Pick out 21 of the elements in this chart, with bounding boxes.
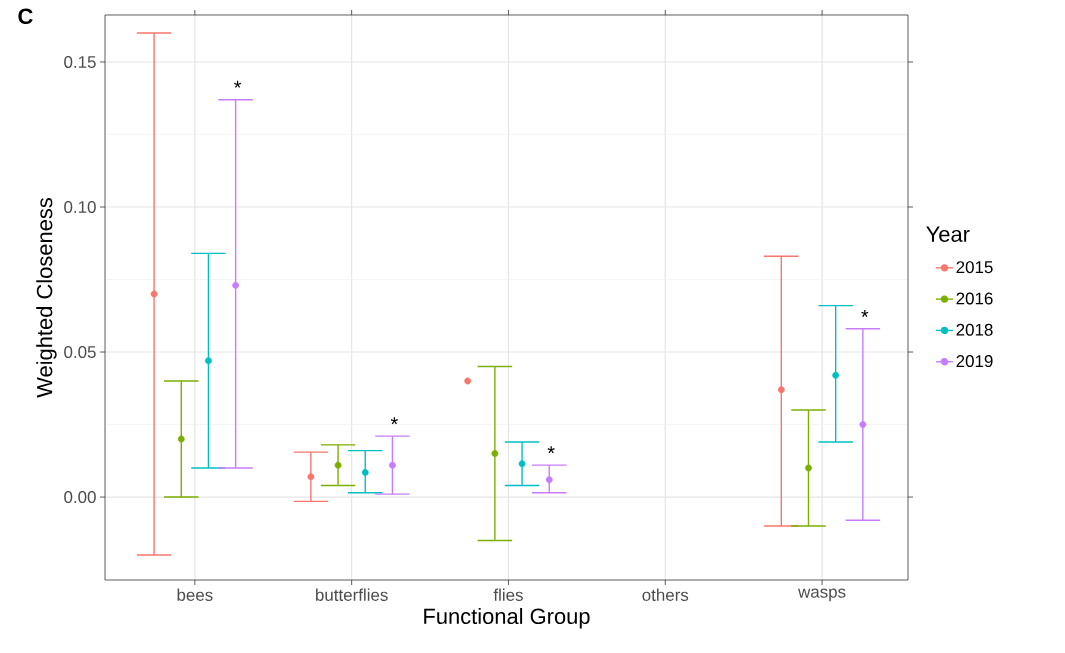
annotation: * [547, 446, 555, 454]
y-tick-label: 0.15 [64, 55, 96, 68]
y-tick-label: 0.05 [64, 346, 96, 359]
x-tick-label: bees [177, 588, 213, 601]
chart-title: C [18, 8, 33, 25]
legend-label: 2019 [956, 355, 993, 368]
x-tick-label: wasps [798, 588, 846, 602]
x-tick-label: butterflies [316, 588, 388, 601]
y-tick-label: 0.00 [64, 491, 96, 504]
annotation: * [861, 309, 869, 317]
x-axis-title: Functional Group [424, 607, 590, 629]
y-axis-title: Weighted Closeness [36, 198, 57, 398]
annotation: * [390, 417, 398, 425]
annotation: * [234, 80, 242, 88]
x-tick-label: others [642, 588, 689, 601]
y-tick-label: 0.10 [64, 201, 96, 213]
legend-title: Year [926, 226, 970, 242]
legend-label: 2018 [956, 323, 993, 336]
x-tick-label: flies [493, 588, 523, 601]
legend-label: 2016 [956, 292, 993, 305]
legend-label: 2015 [956, 261, 993, 274]
